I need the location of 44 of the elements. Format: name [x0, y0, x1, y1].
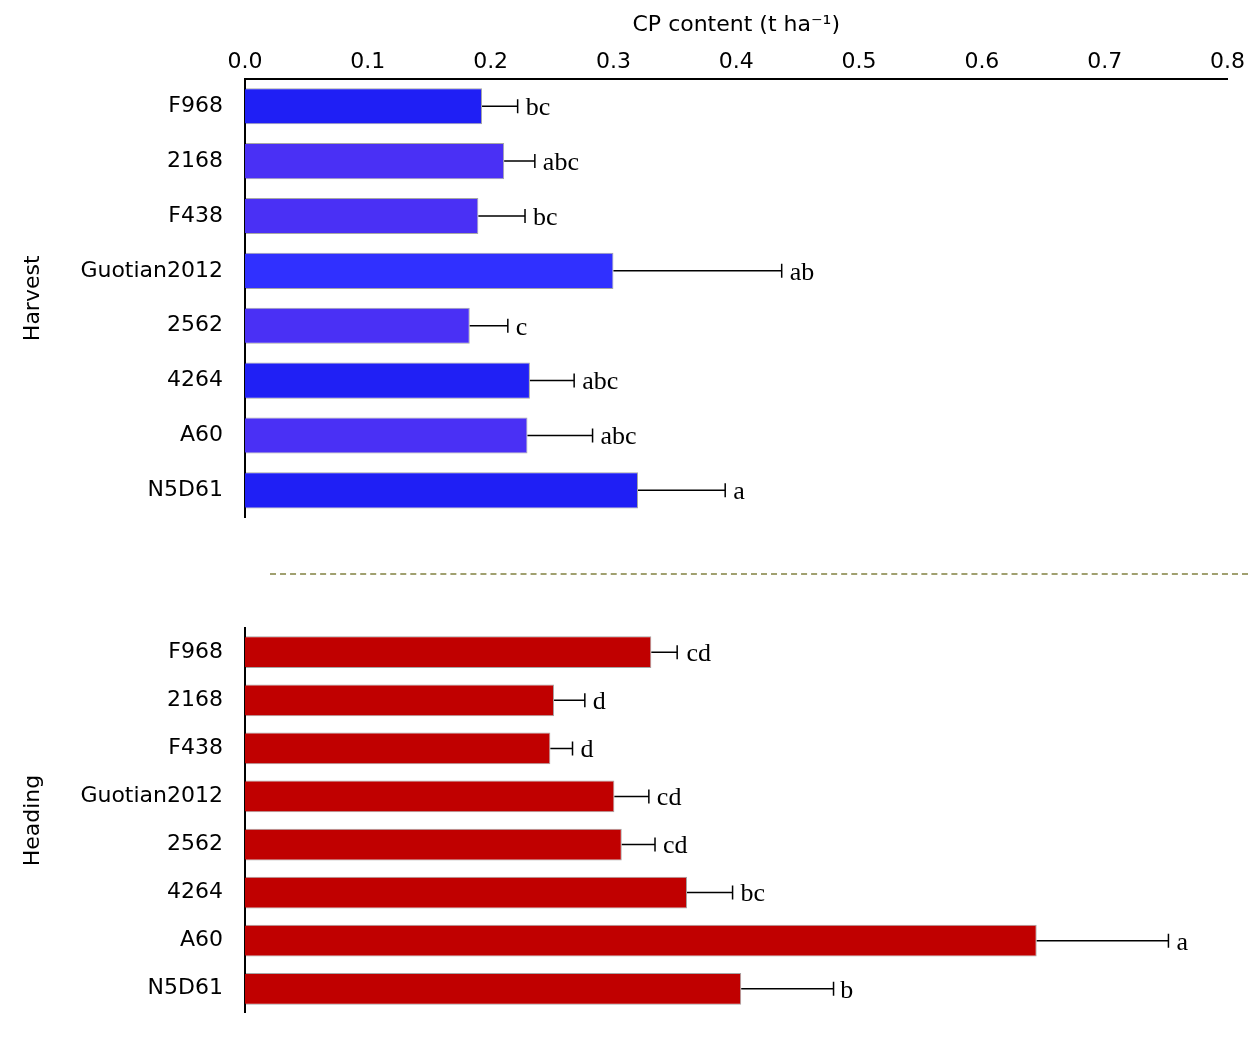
- annotation: cd: [686, 638, 711, 668]
- x-tick-label: 0.4: [718, 48, 754, 74]
- annotation: abc: [582, 366, 619, 396]
- y-tick-label: F968: [168, 91, 223, 117]
- y-tick-label: A60: [179, 421, 223, 447]
- y-tick-label: Guotian2012: [80, 782, 223, 808]
- y-tick-label: Guotian2012: [80, 256, 223, 282]
- annotation: d: [580, 734, 594, 764]
- annotation: bc: [740, 878, 766, 908]
- annotation: cd: [663, 830, 688, 860]
- y-tick-label: 2168: [167, 686, 223, 712]
- annotation: ab: [789, 256, 815, 286]
- annotation: a: [733, 476, 746, 506]
- x-tick-label: 0.1: [350, 48, 386, 74]
- annotation: abc: [600, 421, 637, 451]
- annotation: bc: [533, 201, 558, 231]
- y-tick-label: 2168: [167, 146, 223, 172]
- annotation: abc: [542, 146, 579, 176]
- x-tick-label: 0.3: [595, 48, 631, 74]
- x-tick-label: 0.2: [473, 48, 509, 74]
- x-tick-label: 0.8: [1210, 48, 1246, 74]
- annotation: bc: [525, 92, 551, 122]
- x-tick-label: 0.6: [964, 48, 1000, 74]
- x-tick-label: 0.0: [227, 48, 263, 74]
- y-tick-label: 2562: [167, 311, 223, 337]
- annotation: c: [515, 311, 528, 341]
- y-tick-label: F968: [168, 637, 223, 663]
- y-tick-label: 4264: [167, 366, 223, 392]
- x-tick-label: 0.7: [1087, 48, 1123, 74]
- y-axis-title: Heading: [18, 774, 44, 867]
- y-tick-label: 4264: [167, 878, 223, 904]
- y-tick-label: A60: [179, 926, 223, 952]
- annotation: a: [1176, 926, 1189, 956]
- x-axis-title: CP content (t ha⁻¹): [632, 10, 840, 36]
- annotation: b: [840, 974, 854, 1004]
- y-tick-label: F438: [168, 201, 223, 227]
- y-tick-label: F438: [168, 734, 223, 760]
- annotation: cd: [656, 782, 682, 812]
- y-tick-label: N5D61: [147, 974, 223, 1000]
- y-tick-label: 2562: [167, 830, 223, 856]
- annotation: d: [592, 686, 606, 716]
- y-axis-title: Harvest: [18, 255, 44, 342]
- x-tick-label: 0.5: [841, 48, 877, 74]
- y-tick-label: N5D61: [147, 476, 223, 502]
